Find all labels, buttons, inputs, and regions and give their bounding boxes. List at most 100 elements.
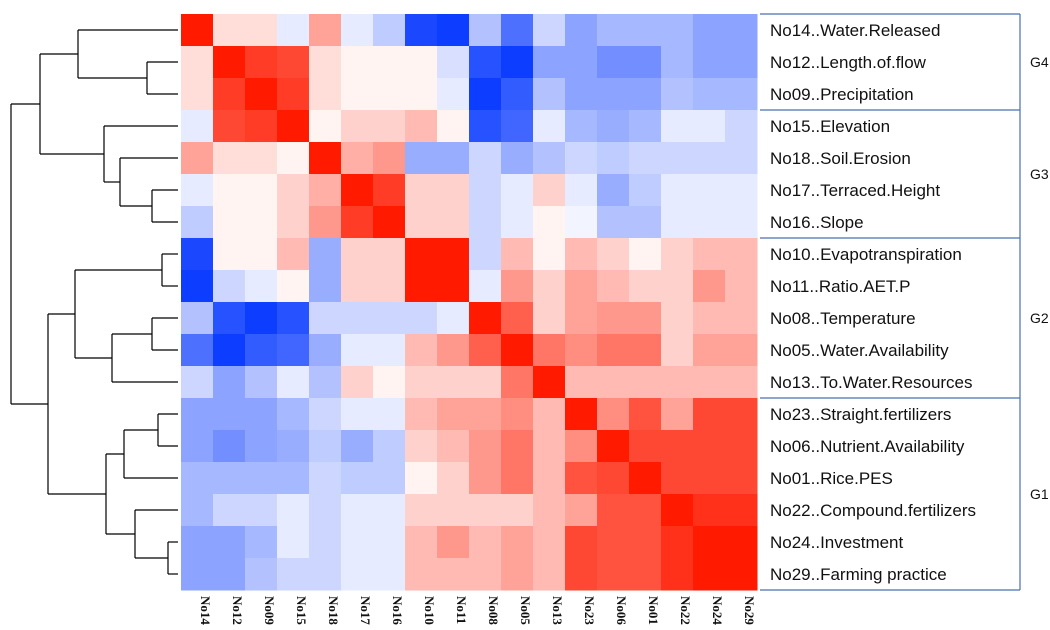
heatmap-cell [693, 430, 726, 463]
heatmap-cell [309, 526, 342, 559]
heatmap-cell [533, 526, 566, 559]
heatmap-cell [629, 558, 662, 591]
heatmap-cell [469, 206, 502, 239]
heatmap-cell [693, 174, 726, 207]
heatmap-cell [437, 174, 470, 207]
heatmap-cell [661, 366, 694, 399]
heatmap-cell [693, 526, 726, 559]
heatmap-cell [405, 462, 438, 495]
heatmap-cell [245, 238, 278, 271]
heatmap-cell [629, 238, 662, 271]
heatmap-cell [629, 494, 662, 527]
heatmap-cell [565, 238, 598, 271]
heatmap-cell [213, 366, 246, 399]
heatmap-cell [565, 206, 598, 239]
heatmap-cell [469, 302, 502, 335]
heatmap-cell [469, 142, 502, 175]
heatmap-cell [693, 462, 726, 495]
heatmap-cell [725, 366, 758, 399]
heatmap-cell [693, 238, 726, 271]
heatmap-cell [629, 110, 662, 143]
heatmap-cell [373, 142, 406, 175]
heatmap-cell [565, 78, 598, 111]
heatmap-cell [213, 46, 246, 79]
heatmap-cell [309, 494, 342, 527]
heatmap-cell [245, 46, 278, 79]
heatmap-cell [597, 174, 630, 207]
heatmap-cell [533, 398, 566, 431]
heatmap-cell [277, 14, 310, 47]
heatmap-cell [213, 238, 246, 271]
heatmap-cell [629, 430, 662, 463]
heatmap-cell [501, 270, 534, 303]
heatmap-cell [469, 398, 502, 431]
column-label: No14 [198, 596, 213, 625]
heatmap-cell [181, 110, 214, 143]
column-label: No23 [582, 596, 597, 625]
heatmap-cell [533, 110, 566, 143]
heatmap-cell [213, 526, 246, 559]
heatmap-cell [309, 462, 342, 495]
row-label: No01..Rice.PES [770, 469, 893, 488]
heatmap-cell [309, 302, 342, 335]
row-label: No24..Investment [770, 533, 904, 552]
heatmap-cell [533, 270, 566, 303]
heatmap-cell [501, 142, 534, 175]
heatmap-cell [213, 302, 246, 335]
heatmap-cell [341, 110, 374, 143]
row-label: No29..Farming practice [770, 565, 947, 584]
heatmap-cell [181, 302, 214, 335]
heatmap-cell [405, 110, 438, 143]
heatmap-cell [245, 14, 278, 47]
heatmap-cell [501, 558, 534, 591]
group-label: G1 [1030, 486, 1049, 502]
heatmap-cell [629, 142, 662, 175]
heatmap-cell [277, 558, 310, 591]
heatmap-cell [437, 78, 470, 111]
row-label: No06..Nutrient.Availability [770, 437, 965, 456]
heatmap-cell [597, 302, 630, 335]
heatmap-cell [309, 558, 342, 591]
heatmap-cell [213, 78, 246, 111]
heatmap-cell [597, 14, 630, 47]
heatmap-cell [533, 558, 566, 591]
heatmap-cell [661, 270, 694, 303]
row-label: No05..Water.Availability [770, 341, 949, 360]
heatmap-cell [693, 398, 726, 431]
heatmap-cell [405, 206, 438, 239]
heatmap-cell [181, 398, 214, 431]
heatmap-cell [309, 46, 342, 79]
heatmap-cell [437, 398, 470, 431]
heatmap-cell [213, 398, 246, 431]
column-label: No09 [262, 596, 277, 625]
heatmap-cell [437, 462, 470, 495]
heatmap-cell [661, 558, 694, 591]
heatmap-cell [629, 14, 662, 47]
heatmap-cell [725, 14, 758, 47]
heatmap-cell [725, 238, 758, 271]
heatmap-cell [501, 366, 534, 399]
heatmap-cell [725, 302, 758, 335]
column-label: No18 [326, 596, 341, 625]
heatmap-cell [661, 302, 694, 335]
column-label: No22 [678, 596, 693, 625]
heatmap-cell [341, 238, 374, 271]
heatmap-cell [309, 366, 342, 399]
heatmap-cell [245, 110, 278, 143]
heatmap-cell [597, 142, 630, 175]
heatmap-cell [341, 430, 374, 463]
heatmap-cell [597, 206, 630, 239]
heatmap-cell [309, 142, 342, 175]
heatmap-cell [341, 462, 374, 495]
heatmap-cell [277, 174, 310, 207]
heatmap-cell [661, 430, 694, 463]
heatmap-cell [501, 238, 534, 271]
heatmap-cell [213, 174, 246, 207]
heatmap-cell [309, 398, 342, 431]
heatmap-cell [501, 174, 534, 207]
heatmap-cell [373, 110, 406, 143]
heatmap-cell [213, 14, 246, 47]
heatmap-cell [661, 238, 694, 271]
heatmap-cell [501, 494, 534, 527]
heatmap-cell [629, 334, 662, 367]
